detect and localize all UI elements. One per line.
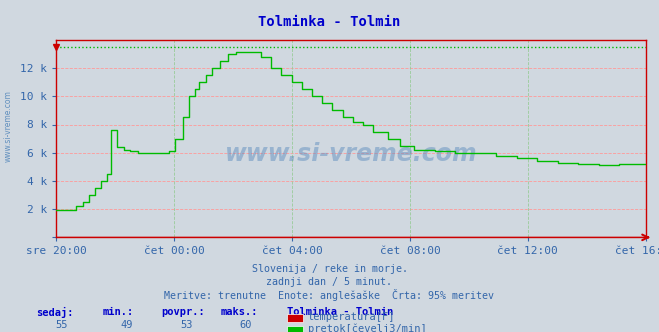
Text: zadnji dan / 5 minut.: zadnji dan / 5 minut.	[266, 277, 393, 287]
Text: temperatura[F]: temperatura[F]	[308, 312, 395, 322]
Text: 60: 60	[240, 320, 252, 330]
Text: min.:: min.:	[102, 307, 133, 317]
Text: pretok[čevelj3/min]: pretok[čevelj3/min]	[308, 324, 426, 332]
Text: 55: 55	[55, 320, 67, 330]
Text: www.si-vreme.com: www.si-vreme.com	[225, 142, 477, 166]
Text: 49: 49	[121, 320, 133, 330]
Text: 53: 53	[181, 320, 192, 330]
Text: povpr.:: povpr.:	[161, 307, 205, 317]
Text: Meritve: trenutne  Enote: anglešaške  Črta: 95% meritev: Meritve: trenutne Enote: anglešaške Črta…	[165, 289, 494, 301]
Text: www.si-vreme.com: www.si-vreme.com	[3, 90, 13, 162]
Text: Slovenija / reke in morje.: Slovenija / reke in morje.	[252, 264, 407, 274]
Text: Tolminka - Tolmin: Tolminka - Tolmin	[287, 307, 393, 317]
Text: Tolminka - Tolmin: Tolminka - Tolmin	[258, 15, 401, 29]
Text: sedaj:: sedaj:	[36, 307, 74, 318]
Text: maks.:: maks.:	[221, 307, 258, 317]
